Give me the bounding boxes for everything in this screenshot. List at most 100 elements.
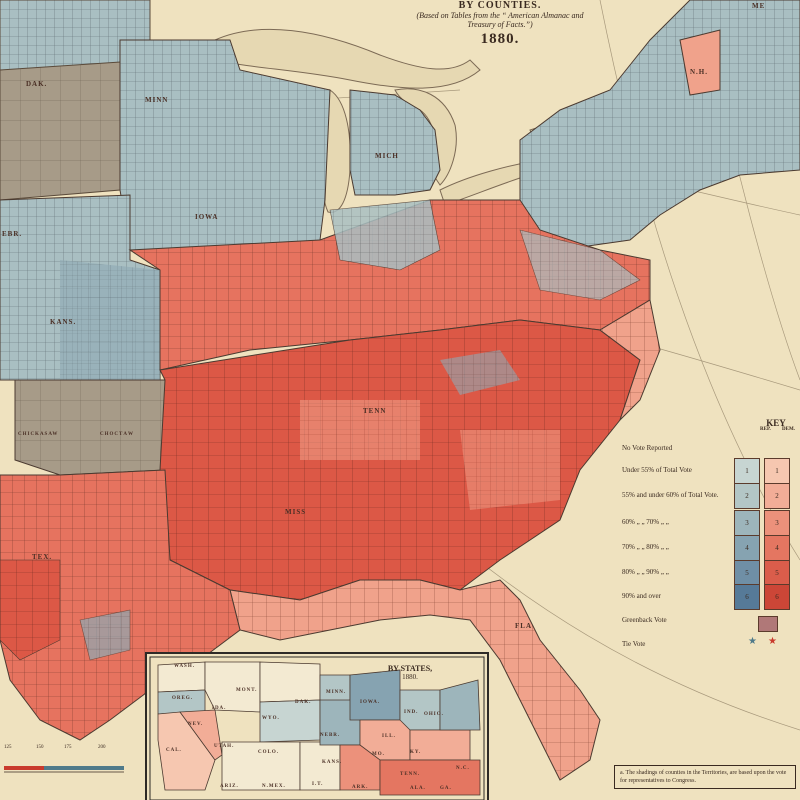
greenback-swatch xyxy=(758,616,778,632)
scale-tick-label: 125 xyxy=(4,745,12,750)
inset-label-utah: UTAH. xyxy=(214,744,235,749)
region-kansas-shade xyxy=(60,260,160,380)
legend-row-label: 90% and over xyxy=(622,592,661,600)
region-pennsylvania-rep xyxy=(519,229,641,301)
label-kansas: KANS. xyxy=(50,318,77,326)
label-minnesota: MINN xyxy=(145,96,169,104)
legend-rep-swatch: 6 xyxy=(734,584,760,610)
label-florida: FLA xyxy=(515,622,532,630)
label-chickasaw: CHICKASAW xyxy=(18,432,59,437)
region-tennessee-shade xyxy=(300,400,420,460)
tie-star-icon: ★ xyxy=(748,636,757,647)
label-dakota: DAK. xyxy=(26,80,48,88)
label-tennessee: TENN xyxy=(363,407,387,415)
legend-rep-swatch: 5 xyxy=(734,560,760,586)
legend-dem-swatch: 4 xyxy=(764,535,790,561)
inset-label-ark: ARK. xyxy=(352,785,369,790)
map-title: BY COUNTIES. (Based on Tables from the “… xyxy=(395,0,605,48)
label-iowa: IOWA xyxy=(195,213,219,221)
inset-label-cal: CAL. xyxy=(166,748,182,753)
legend-row-label: Tie Vote xyxy=(622,640,646,648)
legend-dem-swatch: 6 xyxy=(764,584,790,610)
label-michigan: MICH xyxy=(375,152,399,160)
legend-row-label: 70% „ „ 80% „ „ xyxy=(622,543,669,551)
legend-rep-header: REP. xyxy=(760,427,771,432)
region-michigan xyxy=(349,89,441,196)
inset-label-ala: ALA. xyxy=(410,786,426,791)
inset-label-mont: MONT. xyxy=(236,688,258,693)
inset-label-ariz: ARIZ. xyxy=(220,784,239,789)
region-georgia-shade xyxy=(460,430,560,510)
inset-label-wash: WASH. xyxy=(174,664,195,669)
region-appalachia-rep xyxy=(440,350,520,395)
region-indiana-ohio-rep xyxy=(329,199,441,271)
legend-rep-swatch: 1 xyxy=(734,458,760,484)
inset-label-colo: COLO. xyxy=(258,750,279,755)
inset-title-line1: BY STATES, xyxy=(387,664,433,673)
inset-label-ohio: OHIO. xyxy=(424,712,444,717)
legend-dem-swatch: 5 xyxy=(764,560,790,586)
scale-tick-label: 200 xyxy=(98,745,106,750)
legend-row-label: 60% „ „ 70% „ „ xyxy=(622,518,669,526)
label-maine: ME xyxy=(752,2,766,10)
label-new-hampshire: N.H. xyxy=(690,68,708,76)
region-texas-west xyxy=(0,559,61,661)
inset-label-it: I.T. xyxy=(312,782,324,787)
title-line2a: (Based on Tables from the “ American Alm… xyxy=(416,11,584,20)
legend-title: KEY xyxy=(766,418,786,428)
inset-label-ga: GA. xyxy=(440,786,452,791)
inset-label-nebr: NEBR. xyxy=(320,733,341,738)
inset-label-nev: NEV. xyxy=(188,722,204,727)
scale-bar xyxy=(4,766,124,773)
label-nebraska: EBR. xyxy=(2,230,23,238)
inset-label-ill: ILL. xyxy=(382,734,396,739)
scale-labels: 125 150 175 200 xyxy=(2,745,132,775)
inset-label-iowa: IOWA. xyxy=(360,700,381,705)
inset-label-kans: KANS. xyxy=(322,760,343,765)
inset-label-wyo: WYO. xyxy=(262,716,280,721)
legend-row-label: 80% „ „ 90% „ „ xyxy=(622,568,669,576)
legend-row-label: Under 55% of Total Vote xyxy=(622,466,692,474)
region-new-hampshire xyxy=(679,29,721,96)
title-line2b: Treasury of Facts.”) xyxy=(467,20,533,29)
region-texas-rep xyxy=(79,609,131,661)
label-choctaw: CHOCTАW xyxy=(100,432,134,437)
inset-label-ida: IDA. xyxy=(212,706,227,711)
legend-row-label: No Vote Reported xyxy=(622,444,673,452)
region-atlantic xyxy=(599,299,661,421)
title-year: 1880. xyxy=(480,31,520,47)
region-dakota xyxy=(0,59,121,201)
legend-dem-header: DEM. xyxy=(782,427,795,432)
tie-star-icon: ★ xyxy=(768,636,777,647)
label-texas: TEX. xyxy=(32,553,53,561)
legend-rep-swatch: 3 xyxy=(734,510,760,536)
legend-dem-swatch: 1 xyxy=(764,458,790,484)
inset-title-year: 1880. xyxy=(402,673,418,681)
inset-label-mo: MO. xyxy=(372,752,385,757)
region-indian-territory xyxy=(14,379,166,476)
legend-row-label: Greenback Vote xyxy=(622,616,667,624)
inset-label-dak: DAK. xyxy=(295,700,312,705)
label-mississippi: MISS xyxy=(285,508,307,516)
footnote: a. The shadings of counties in the Terri… xyxy=(614,765,796,789)
legend-row-label: 55% and under 60% of Total Vote. xyxy=(622,491,719,499)
legend-rep-swatch: 2 xyxy=(734,483,760,509)
region-gulf-florida xyxy=(229,579,601,781)
legend-dem-swatch: 2 xyxy=(764,483,790,509)
inset-label-nmex: N.MEX. xyxy=(262,784,286,789)
inset-label-ind: IND. xyxy=(404,710,419,715)
scale-tick-label: 150 xyxy=(36,745,44,750)
scale-tick-label: 175 xyxy=(64,745,72,750)
inset-label-minn: MINN. xyxy=(326,690,347,695)
inset-title: BY STATES, 1880. xyxy=(360,664,460,681)
legend-dem-swatch: 3 xyxy=(764,510,790,536)
inset-label-tenn: TENN. xyxy=(400,772,421,777)
inset-label-ore: OREG. xyxy=(172,696,193,701)
inset-label-nc: N.C. xyxy=(456,766,470,771)
title-line1: BY COUNTIES. xyxy=(458,0,542,11)
inset-map xyxy=(145,652,489,800)
legend-rep-swatch: 4 xyxy=(734,535,760,561)
inset-label-ky: KY. xyxy=(410,750,422,755)
